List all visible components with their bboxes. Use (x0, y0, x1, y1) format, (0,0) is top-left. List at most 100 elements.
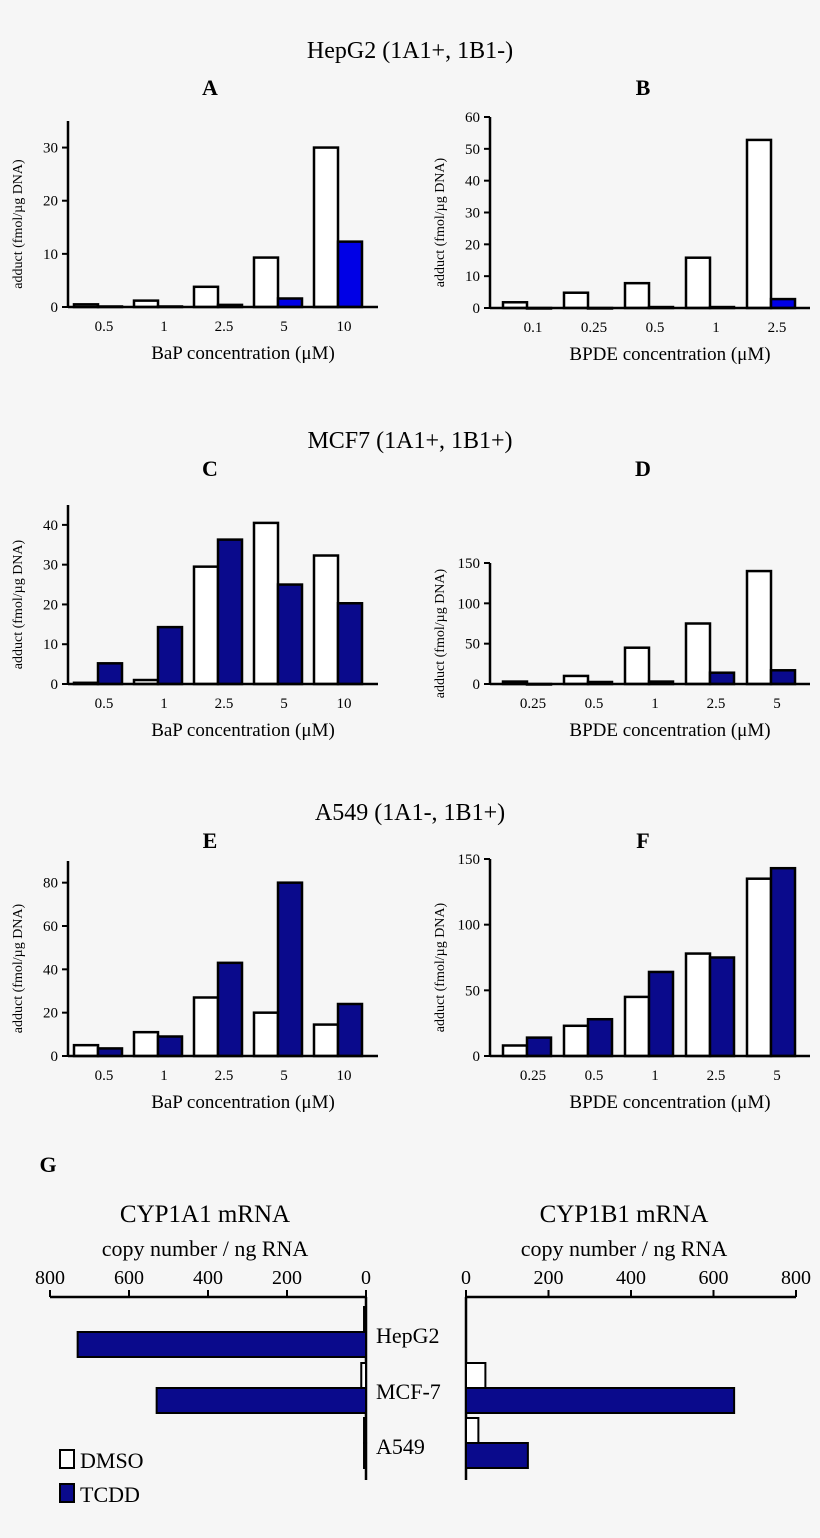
bar-dmso-10 (312, 146, 340, 309)
x-tick-label: 1 (160, 1068, 168, 1084)
x-tick-label: 0.25 (581, 320, 607, 336)
legend-label-dmso: DMSO (80, 1448, 144, 1473)
bar-tcdd-10 (336, 1002, 364, 1058)
y-tick-label: 50 (465, 637, 480, 653)
bar-tcdd-2.5 (708, 671, 736, 686)
x-tick-label: 2.5 (215, 1068, 234, 1084)
x-tick-label: 1 (160, 319, 168, 335)
x-tick-label: 5 (773, 1068, 781, 1084)
panel-label-b: B (636, 75, 651, 100)
bar-tcdd-2.5 (769, 297, 797, 310)
x-tick-label: 600 (699, 1267, 729, 1289)
bar-dmso-5 (745, 877, 773, 1058)
bar-dmso-2.5 (684, 622, 712, 686)
legend-swatch-dmso (59, 1449, 75, 1469)
y-tick-label: 150 (458, 852, 481, 868)
y-axis-label: adduct (fmol/µg DNA) (433, 157, 448, 287)
chart-panel-a: 0.5 1 2.5 5 10 0 10 20 30 BaP concentration (μM) a… (11, 121, 378, 364)
bar-tcdd-5 (276, 583, 304, 686)
x-axis-label: BaP concentration (μM) (151, 343, 335, 364)
bar-tcdd-mcf-7 (465, 1387, 736, 1414)
panel-label-d: D (635, 456, 651, 481)
x-axis-label: BPDE concentration (μM) (569, 1092, 770, 1113)
y-tick-label: 10 (43, 637, 58, 653)
y-tick-label: 40 (465, 174, 480, 190)
y-tick-label: 50 (465, 983, 480, 999)
group-title-a549: A549 (1A1-, 1B1+) (315, 800, 505, 826)
x-axis-label: BaP concentration (μM) (151, 720, 335, 741)
chart-title: CYP1B1 mRNA (540, 1201, 709, 1228)
x-tick-label: 10 (337, 319, 352, 335)
bar-tcdd-5 (276, 881, 304, 1058)
y-tick-label: 20 (465, 237, 480, 253)
bar-tcdd-1 (156, 1035, 184, 1058)
x-tick-label: 1 (712, 320, 720, 336)
x-tick-label: 0.25 (520, 696, 546, 712)
y-tick-label: 50 (465, 142, 480, 158)
bar-tcdd-10 (336, 602, 364, 686)
x-tick-label: 1 (651, 696, 659, 712)
bar-tcdd-mcf-7 (155, 1387, 367, 1414)
bar-dmso-2.5 (192, 565, 220, 686)
y-tick-label: 0 (51, 1049, 59, 1065)
bar-dmso-a549 (363, 1417, 368, 1444)
panel-label-g: G (39, 1152, 56, 1177)
x-tick-label: 400 (193, 1267, 223, 1289)
y-tick-label: 0 (51, 677, 59, 693)
bar-tcdd-1 (647, 970, 675, 1058)
bar-dmso-2.5 (684, 952, 712, 1058)
y-tick-label: 60 (43, 919, 58, 935)
x-tick-label: 10 (337, 1068, 352, 1084)
y-tick-label: 0 (473, 677, 481, 693)
bar-dmso-2.5 (745, 138, 773, 310)
x-tick-label: 0.25 (520, 1068, 546, 1084)
y-tick-label: 10 (43, 247, 58, 263)
y-axis-label: adduct (fmol/µg DNA) (11, 903, 26, 1033)
y-tick-label: 40 (43, 962, 58, 978)
bar-tcdd-2.5 (216, 961, 244, 1058)
bar-dmso-10 (312, 1023, 340, 1058)
x-tick-label: 1 (160, 696, 168, 712)
y-axis-label: adduct (fmol/µg DNA) (433, 568, 448, 698)
legend: DMSO TCDD (59, 1448, 144, 1507)
bar-tcdd-0.5 (586, 1017, 614, 1058)
bar-tcdd-a549 (363, 1442, 368, 1469)
x-tick-label: 1 (651, 1068, 659, 1084)
bar-tcdd-0.25 (525, 1036, 553, 1058)
chart-panel-b: 0.1 0.25 0.5 1 2.5 0 10 20 30 40 50 60 BPDE concentr… (433, 110, 810, 365)
bar-tcdd-2.5 (708, 956, 736, 1058)
row-label-a549: A549 (376, 1434, 425, 1459)
legend-label-tcdd: TCDD (80, 1482, 140, 1507)
x-tick-label: 200 (272, 1267, 302, 1289)
bar-dmso-1 (684, 256, 712, 310)
panel-label-c: C (202, 456, 218, 481)
x-tick-label: 0.5 (95, 1068, 114, 1084)
x-tick-label: 0.5 (95, 696, 114, 712)
bar-tcdd-5 (769, 669, 797, 686)
row-label-mcf-7: MCF-7 (376, 1379, 441, 1404)
bar-dmso-0.25 (562, 291, 590, 310)
y-tick-label: 0 (51, 300, 59, 316)
chart-title: CYP1A1 mRNA (120, 1201, 290, 1228)
chart-panel-c: 0.5 1 2.5 5 10 0 10 20 30 40 BaP concentration (μM… (11, 505, 378, 741)
bar-tcdd-hepg2 (76, 1331, 368, 1358)
axis-subtitle: copy number / ng RNA (521, 1236, 728, 1261)
chart-cyp1a1: CYP1A1 mRNA copy number / ng RNA 0 200 400 60… (35, 1201, 371, 1480)
y-axis-label: adduct (fmol/µg DNA) (11, 159, 26, 289)
y-axis-label: adduct (fmol/µg DNA) (433, 902, 448, 1032)
chart-panel-e: 0.5 1 2.5 5 10 0 20 40 60 80 BaP concentration (μM… (11, 861, 378, 1113)
x-tick-label: 0.5 (646, 320, 665, 336)
panel-label-e: E (203, 828, 218, 853)
y-tick-label: 20 (43, 597, 58, 613)
bar-dmso-1 (132, 1030, 160, 1058)
x-tick-label: 2.5 (215, 319, 234, 335)
x-tick-label: 5 (280, 1068, 288, 1084)
y-tick-label: 60 (465, 110, 480, 126)
group-title-mcf7: MCF7 (1A1+, 1B1+) (307, 428, 512, 454)
x-tick-label: 600 (114, 1267, 144, 1289)
bar-dmso-0.25 (501, 1044, 529, 1058)
x-axis-label: BPDE concentration (μM) (569, 344, 770, 365)
bar-dmso-1 (623, 995, 651, 1058)
x-tick-label: 0.1 (524, 320, 543, 336)
